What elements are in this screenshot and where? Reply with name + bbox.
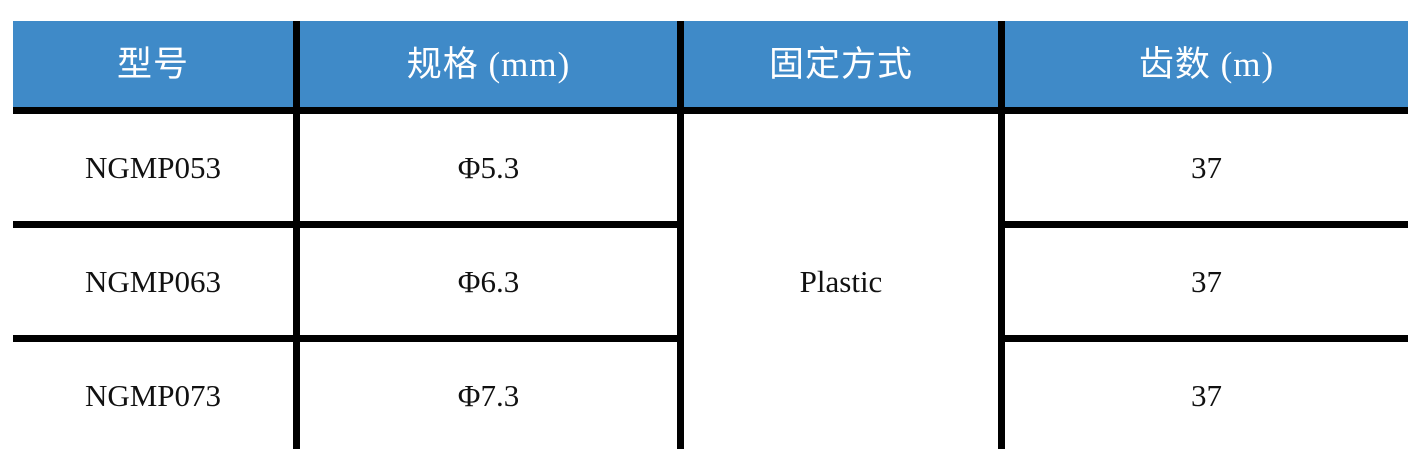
cell-model-value: NGMP073 — [84, 378, 222, 413]
page-root: 型号 规格 (mm) 固定方式 齿数 (m) NGMP053 Φ5.3 — [13, 21, 1408, 449]
cell-specification: Φ5.3 — [300, 114, 684, 228]
cell-specification-value: Φ6.3 — [457, 264, 520, 299]
cell-teeth-count: 37 — [1005, 228, 1408, 342]
table-row: NGMP073 Φ7.3 37 — [13, 342, 1408, 449]
cell-model: NGMP063 — [13, 228, 300, 342]
cell-teeth-count-value: 37 — [1191, 264, 1222, 299]
column-header-specification: 规格 (mm) — [300, 21, 684, 114]
cell-teeth-count: 37 — [1005, 114, 1408, 228]
cell-specification-value: Φ5.3 — [457, 150, 520, 185]
column-header-fixing-method: 固定方式 — [684, 21, 1005, 114]
cell-model: NGMP073 — [13, 342, 300, 449]
column-header-model-label: 型号 — [116, 44, 189, 84]
table-header: 型号 规格 (mm) 固定方式 齿数 (m) — [13, 21, 1408, 114]
column-header-specification-label: 规格 (mm) — [406, 44, 571, 84]
product-spec-table: 型号 规格 (mm) 固定方式 齿数 (m) NGMP053 Φ5.3 — [13, 21, 1408, 449]
cell-fixing-method-merged: Plastic — [684, 114, 1005, 449]
cell-model-value: NGMP053 — [84, 150, 222, 185]
cell-specification: Φ6.3 — [300, 228, 684, 342]
column-header-fixing-method-label: 固定方式 — [768, 44, 913, 84]
table-row: NGMP063 Φ6.3 37 — [13, 228, 1408, 342]
cell-teeth-count: 37 — [1005, 342, 1408, 449]
table-body: NGMP053 Φ5.3 Plastic 37 NGMP063 Φ6.3 — [13, 114, 1408, 449]
cell-teeth-count-value: 37 — [1191, 378, 1222, 413]
table-row: NGMP053 Φ5.3 Plastic 37 — [13, 114, 1408, 449]
cell-specification: Φ7.3 — [300, 342, 684, 449]
column-header-model: 型号 — [13, 21, 300, 114]
cell-specification-value: Φ7.3 — [457, 378, 520, 413]
column-header-teeth-count: 齿数 (m) — [1005, 21, 1408, 114]
cell-teeth-count-value: 37 — [1191, 150, 1222, 185]
cell-fixing-method-value: Plastic — [799, 264, 883, 299]
cell-model: NGMP053 — [13, 114, 300, 228]
column-header-teeth-count-label: 齿数 (m) — [1138, 44, 1275, 84]
cell-model-value: NGMP063 — [84, 264, 222, 299]
header-row: 型号 规格 (mm) 固定方式 齿数 (m) — [13, 21, 1408, 114]
